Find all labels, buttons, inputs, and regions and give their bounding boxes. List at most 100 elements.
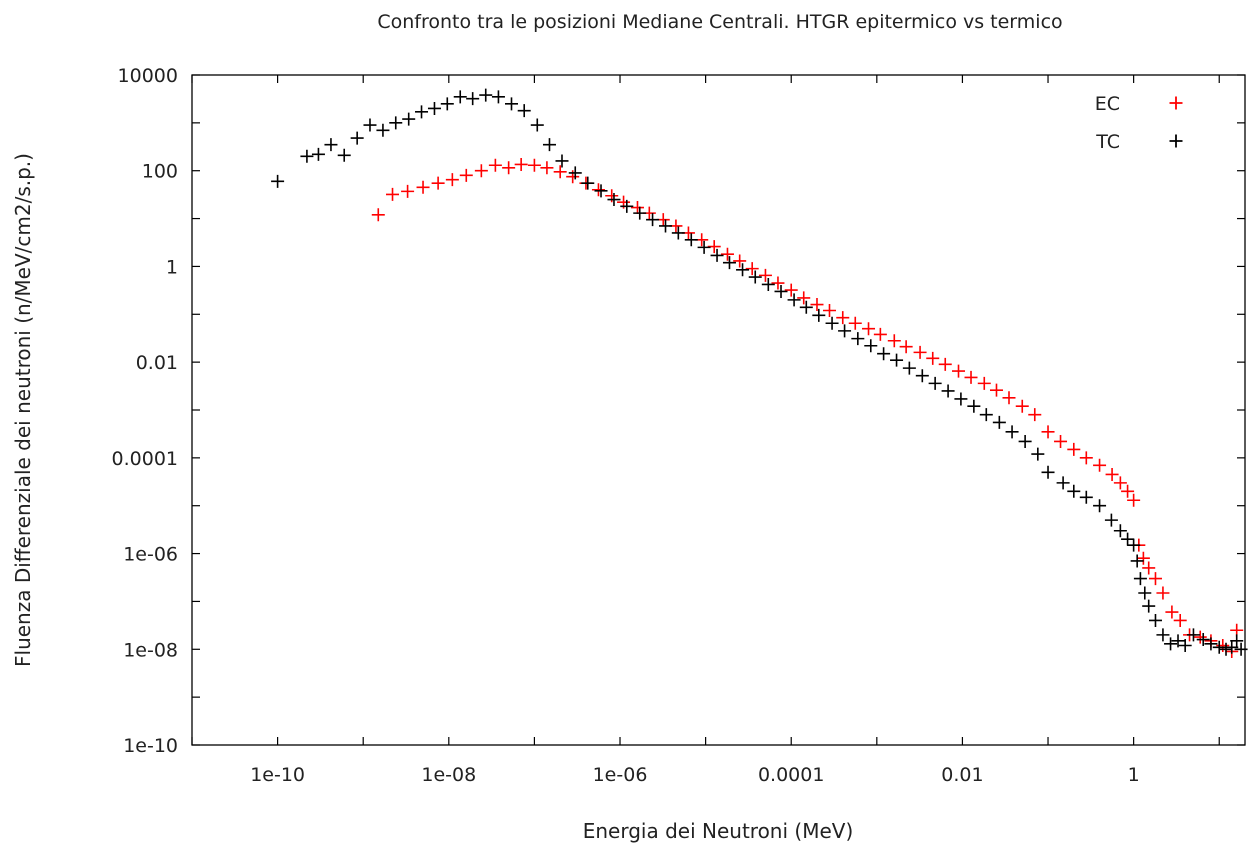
data-point <box>1234 642 1248 656</box>
data-point <box>1173 613 1187 627</box>
data-point <box>505 97 519 111</box>
data-point <box>1142 599 1156 613</box>
data-point <box>1178 638 1192 652</box>
data-point <box>431 176 445 190</box>
data-point <box>1164 637 1178 651</box>
data-point <box>1121 484 1135 498</box>
data-point <box>977 376 991 390</box>
data-point <box>873 327 887 341</box>
data-point <box>389 116 403 130</box>
data-point <box>761 277 775 291</box>
data-point <box>300 149 314 163</box>
data-point <box>440 97 454 111</box>
data-point <box>864 339 878 353</box>
data-point <box>402 112 416 126</box>
data-point <box>851 332 865 346</box>
data-point <box>1067 442 1081 456</box>
data-point <box>1165 605 1179 619</box>
legend-marker-ec <box>1169 96 1183 110</box>
series-layer <box>271 88 1248 658</box>
data-point <box>1121 532 1135 546</box>
data-point <box>1171 634 1185 648</box>
data-point <box>710 248 724 262</box>
y-axis: 10000 100 1 0.01 0.0001 1e-06 1e-08 1e-10 <box>112 65 1245 757</box>
data-point <box>748 270 762 284</box>
x-axis: 1e-10 1e-08 1e-06 0.0001 0.01 1 <box>191 75 1220 786</box>
data-point <box>733 254 747 268</box>
data-point <box>1136 551 1150 565</box>
data-point <box>568 166 582 180</box>
x-tick-label: 0.0001 <box>758 764 824 786</box>
data-point <box>1093 458 1107 472</box>
data-point <box>902 361 916 375</box>
data-point <box>514 157 528 171</box>
data-point <box>371 208 385 222</box>
data-point <box>1056 476 1070 490</box>
data-point <box>952 364 966 378</box>
data-point <box>1133 572 1147 586</box>
legend: EC TC <box>1095 93 1183 153</box>
data-point <box>271 174 285 188</box>
data-point <box>646 213 660 227</box>
data-point <box>1148 613 1162 627</box>
data-point <box>1002 391 1016 405</box>
data-point <box>594 184 608 198</box>
data-point <box>311 147 325 161</box>
data-point <box>825 316 839 330</box>
data-point <box>684 233 698 247</box>
data-point <box>1196 633 1210 647</box>
data-point <box>630 201 644 215</box>
data-point <box>659 219 673 233</box>
data-point <box>324 138 338 152</box>
data-point <box>427 101 441 115</box>
data-point <box>350 131 364 145</box>
data-point <box>822 303 836 317</box>
data-point <box>416 180 430 194</box>
data-point <box>1230 634 1244 648</box>
y-tick-label: 100 <box>142 161 178 183</box>
y-tick-label: 10000 <box>118 65 178 87</box>
data-point <box>1067 484 1081 498</box>
data-point <box>1054 434 1068 448</box>
y-tick-label: 0.01 <box>136 352 178 374</box>
data-point <box>1127 493 1141 507</box>
data-point <box>697 240 711 254</box>
data-point <box>1219 642 1233 656</box>
data-point <box>938 357 952 371</box>
legend-label-ec: EC <box>1095 93 1120 115</box>
data-point <box>836 311 850 325</box>
data-point <box>1148 572 1162 586</box>
data-point <box>633 206 647 220</box>
data-point <box>488 158 502 172</box>
data-point <box>771 276 785 290</box>
data-point <box>941 384 955 398</box>
data-point <box>1093 499 1107 513</box>
x-tick-label: 1e-06 <box>593 764 648 786</box>
data-point <box>1193 630 1207 644</box>
data-point <box>671 226 685 240</box>
data-point <box>386 187 400 201</box>
data-point <box>1130 554 1144 568</box>
data-point <box>445 173 459 187</box>
x-tick-label: 1 <box>1128 764 1140 786</box>
data-point <box>1156 586 1170 600</box>
x-tick-label: 1e-08 <box>421 764 476 786</box>
y-axis-label: Fluenza Differenziale dei neutroni (n/Me… <box>11 153 35 667</box>
x-tick-label: 1e-10 <box>250 764 305 786</box>
data-point <box>707 240 721 254</box>
data-point <box>491 90 505 104</box>
data-point <box>1156 628 1170 642</box>
data-point <box>812 308 826 322</box>
data-point <box>784 283 798 297</box>
data-point <box>1031 447 1045 461</box>
data-point <box>1028 408 1042 422</box>
data-point <box>736 263 750 277</box>
data-point <box>797 291 811 305</box>
legend-marker-tc <box>1169 134 1183 148</box>
series-ec <box>371 157 1244 658</box>
y-tick-label: 1e-08 <box>123 639 178 661</box>
data-point <box>967 399 981 413</box>
data-point <box>720 247 734 261</box>
legend-label-tc: TC <box>1095 131 1120 153</box>
